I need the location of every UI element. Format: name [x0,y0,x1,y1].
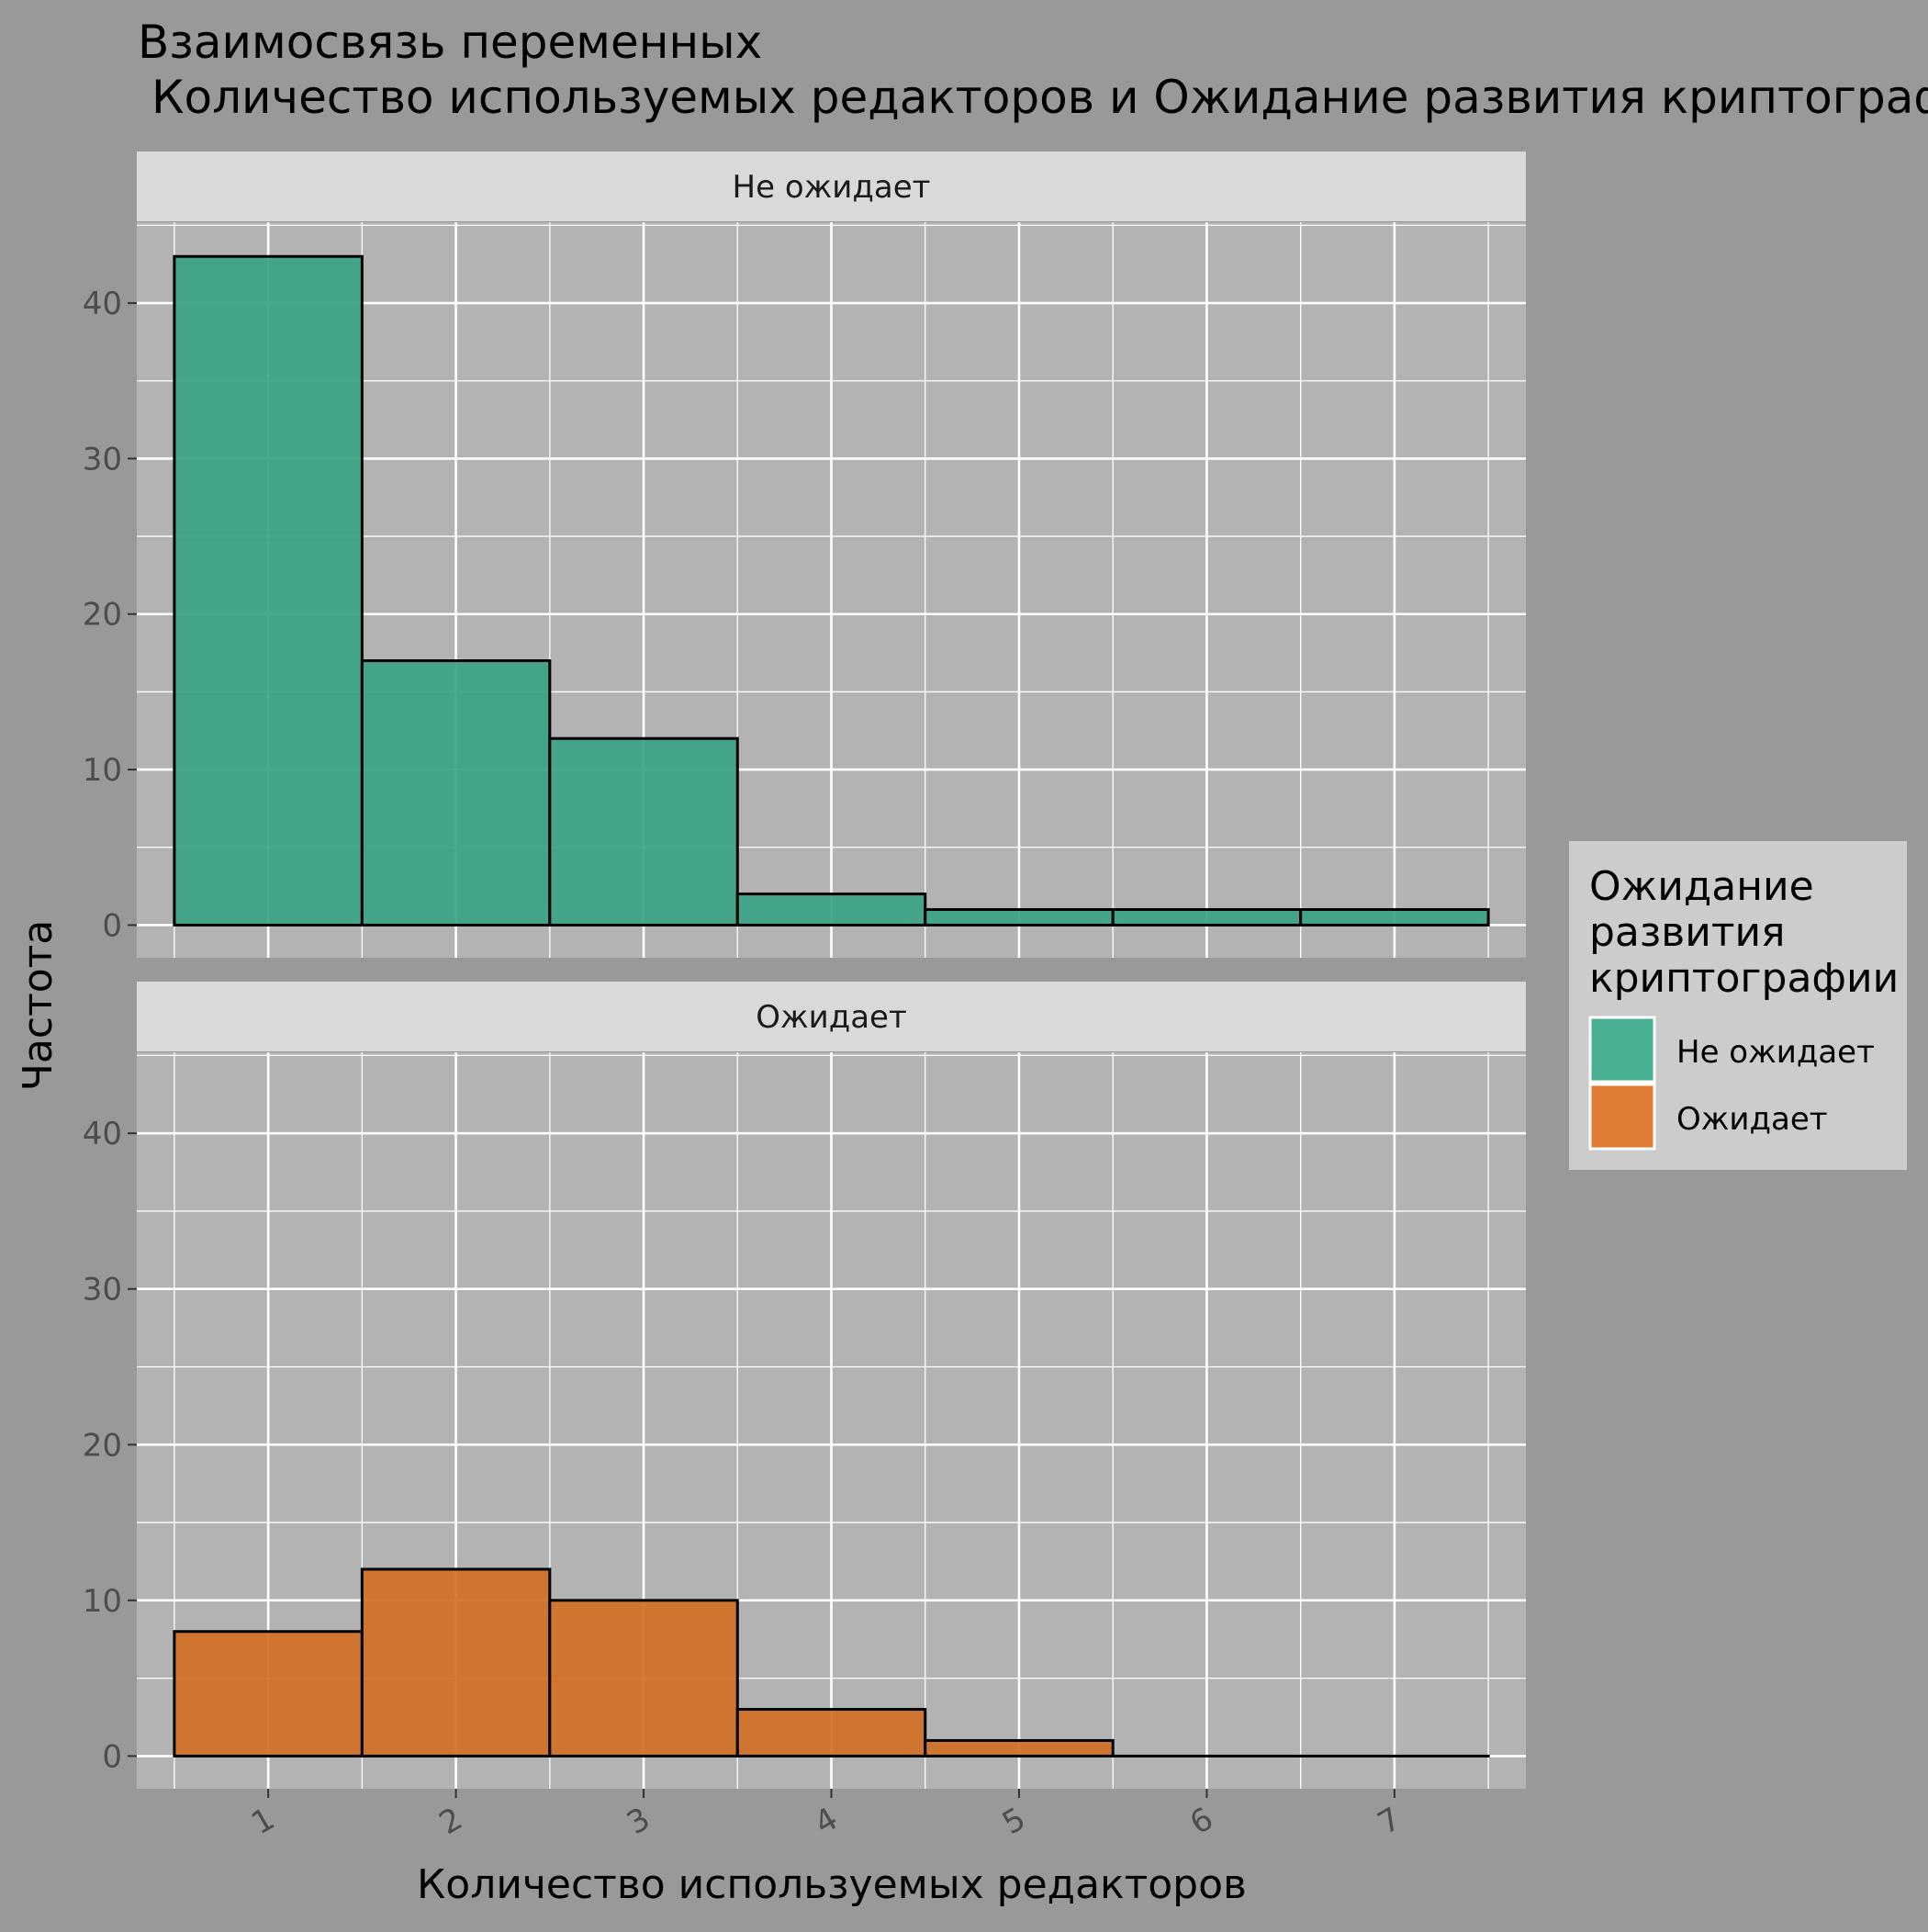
y-tick-label: 10 [83,1583,122,1620]
histogram-bar [550,1601,737,1757]
histogram-bar [550,738,737,925]
legend-label-expects: Ожидает [1676,1101,1828,1138]
y-tick-label: 40 [83,1116,122,1152]
x-axis-label: Количество используемых редакторов [417,1861,1247,1908]
histogram-bar [925,910,1113,926]
histogram-bar [925,1740,1113,1756]
y-tick-label: 20 [83,597,122,634]
legend-title-line3: криптографии [1589,955,1899,1002]
y-tick-label: 40 [83,286,122,322]
histogram-bar [174,256,362,925]
legend-key-expects [1590,1084,1654,1149]
histogram-bar [1301,910,1488,926]
legend-key-not-expects [1590,1017,1654,1082]
y-tick-label: 30 [83,1272,122,1309]
y-tick-label: 0 [102,907,122,944]
histogram-bar [362,661,549,926]
y-tick-label: 20 [83,1427,122,1464]
facet-panel: Ожидает 0 10 20 30 40 [83,982,1526,1789]
histogram-bar [174,1632,362,1757]
facet-panel: Не ожидает 0 10 20 30 40 [83,152,1526,958]
y-tick-label: 0 [102,1738,122,1775]
chart-title-line2: Количество используемых редакторов и Ожи… [151,71,1928,124]
histogram-bar [737,1710,925,1757]
facet-strip-label: Ожидает [756,999,907,1036]
histogram-bar [1113,910,1300,926]
y-tick-label: 30 [83,441,122,477]
legend-label-not-expects: Не ожидает [1676,1034,1875,1071]
legend-title-line2: развития [1589,909,1786,956]
legend: Ожидание развития криптографии Не ожидае… [1569,841,1907,1170]
histogram-bar [362,1569,549,1756]
legend-title-line1: Ожидание [1589,863,1814,910]
histogram-bar [737,894,925,926]
y-tick-label: 10 [83,752,122,789]
y-axis-label: Частота [15,920,62,1091]
chart-title-line1: Взаимосвязь переменных [138,16,762,69]
facet-strip-label: Не ожидает [733,169,931,206]
